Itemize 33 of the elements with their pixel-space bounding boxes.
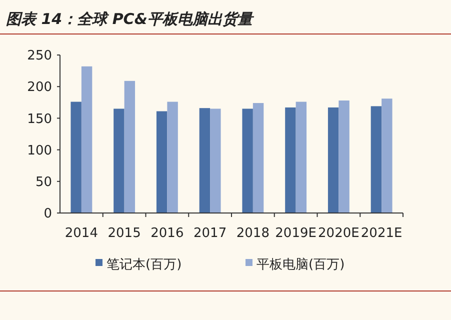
- bar: [81, 66, 92, 213]
- bar: [124, 80, 136, 213]
- y-tick-label: 150: [27, 112, 52, 127]
- bar: [242, 108, 253, 213]
- bar: [285, 107, 296, 213]
- x-tick-label: 2017: [194, 226, 227, 241]
- bar: [210, 108, 221, 213]
- bar: [328, 107, 339, 213]
- x-tick-label: 2015: [108, 226, 141, 241]
- y-tick-label: 200: [27, 80, 52, 96]
- chart-title: 图表 14：全球 PC&平板电脑出货量: [6, 10, 254, 28]
- bar: [167, 102, 178, 213]
- x-tick-label: 2020E: [318, 226, 360, 241]
- x-tick-label: 2019E: [275, 226, 316, 241]
- x-tick-label: 2021E: [360, 226, 402, 241]
- bar: [252, 103, 264, 213]
- bar: [70, 102, 82, 213]
- legend-label: 笔记本(百万): [106, 258, 182, 273]
- x-tick-label: 2014: [64, 226, 98, 241]
- y-tick-label: 100: [27, 143, 52, 158]
- y-tick-label: 50: [35, 174, 52, 190]
- bar: [338, 100, 350, 213]
- bar: [114, 108, 124, 213]
- bar: [199, 108, 210, 213]
- bar: [296, 102, 307, 213]
- y-tick-label: 250: [27, 48, 52, 64]
- x-tick-label: 2016: [150, 226, 184, 241]
- legend-label: 平板电脑(百万): [256, 258, 345, 273]
- bar: [156, 111, 168, 213]
- bar: [370, 106, 382, 213]
- bar: [382, 98, 392, 213]
- y-tick-label: 0: [44, 206, 52, 222]
- x-tick-label: 2018: [236, 226, 270, 241]
